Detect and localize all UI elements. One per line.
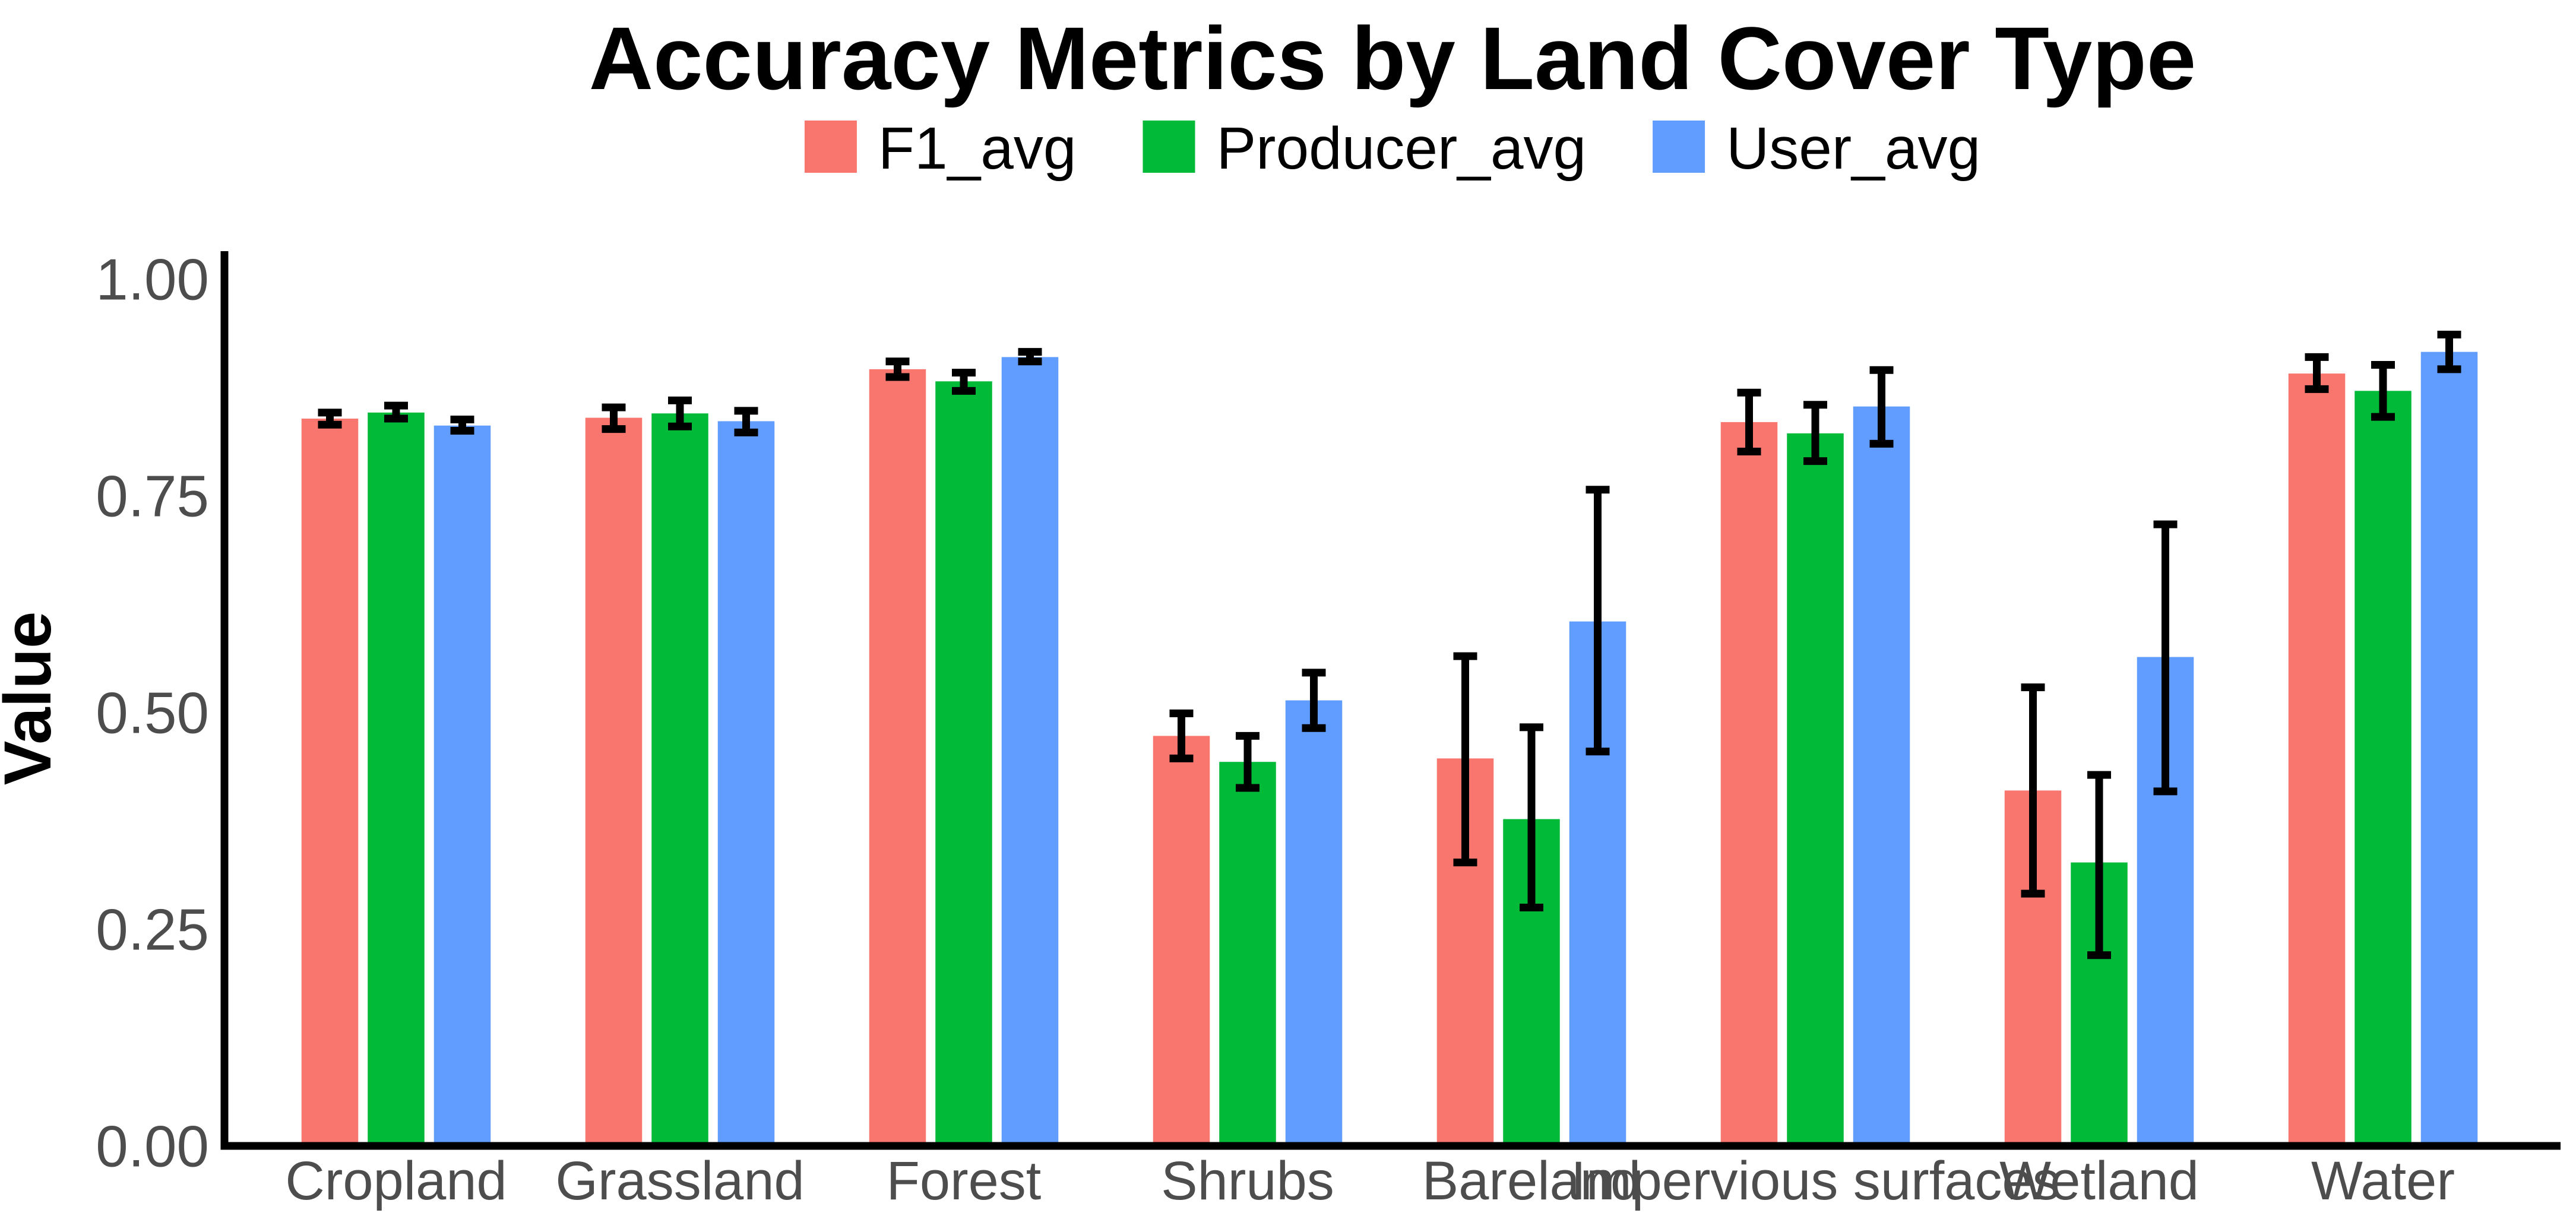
y-tick-label: 0.25 [96,897,209,962]
error-bars [318,330,2461,959]
bar [1001,357,1059,1146]
bar [717,421,775,1147]
bar [1219,762,1276,1146]
x-tick-label: Wetland [1999,1151,2199,1211]
legend: F1_avg Producer_avg User_avg [804,115,1980,182]
legend-key-user_avg [1653,121,1705,173]
x-tick-label: Bareland [1422,1151,1641,1211]
legend-key-producer_avg [1143,121,1195,173]
legend-item: Producer_avg [1143,115,1586,182]
bar [585,417,643,1146]
y-tick-label: 0.75 [96,463,209,528]
bars [301,351,2478,1147]
bar [935,381,992,1146]
bar [2288,373,2346,1146]
y-axis-title: Value [0,612,65,786]
x-tick-label: Forest [887,1151,1042,1211]
bar [1285,700,1343,1146]
bar [368,412,425,1146]
legend-item: User_avg [1653,115,1980,182]
bar [2420,351,2478,1146]
legend-item: F1_avg [804,115,1077,182]
y-tick-label: 1.00 [96,246,209,312]
bar [651,413,708,1146]
bar [1153,736,1210,1146]
bar [869,369,926,1146]
x-tick-label: Cropland [285,1151,507,1211]
bar [1720,422,1778,1146]
legend-key-f1_avg [804,121,857,173]
x-axis-labels: Cropland Grassland Forest Shrubs BarelandImp… [285,1151,2455,1211]
x-tick-label: Shrubs [1161,1151,1334,1211]
x-tick-label: Water [2311,1151,2455,1211]
x-tick-label: Grassland [555,1151,804,1211]
bar [301,419,359,1146]
legend-label: User_avg [1726,115,1980,182]
bar [1787,433,1844,1146]
bar [1853,406,1910,1146]
legend-label: Producer_avg [1216,115,1586,182]
x-tick-label: Impervious surfaces [1571,1151,2059,1211]
chart-title: Accuracy Metrics by Land Cover Type [589,8,2197,108]
y-axis-tick-labels: 0.00 0.25 0.50 0.75 1.00 [96,246,209,1179]
legend-label: F1_avg [878,115,1077,182]
y-tick-label: 0.50 [96,680,209,745]
y-tick-label: 0.00 [96,1113,209,1179]
bar [433,425,491,1146]
bar [2355,391,2412,1146]
